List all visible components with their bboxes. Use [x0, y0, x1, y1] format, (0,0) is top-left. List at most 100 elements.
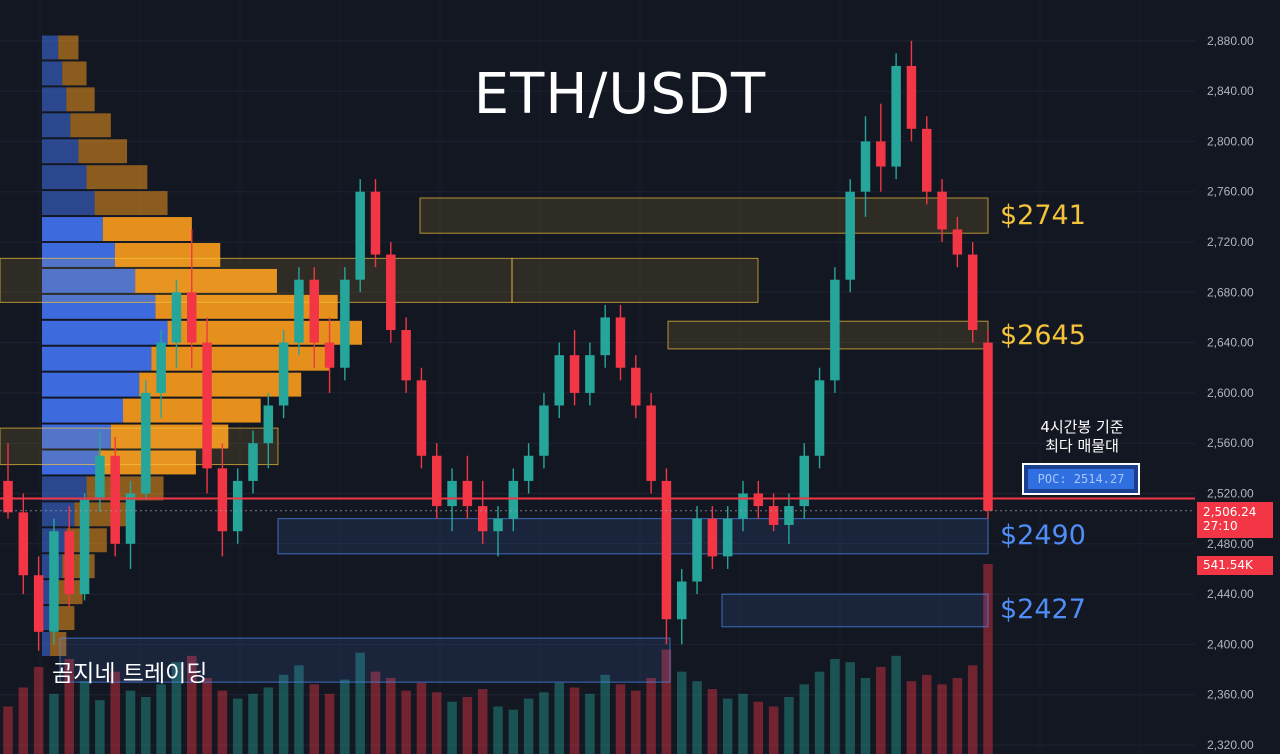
poc-label: POC: 2514.27 — [1028, 469, 1134, 489]
volume-bar — [33, 666, 44, 754]
chart-title: ETH/USDT — [473, 62, 767, 127]
profile-sell-bar — [110, 424, 229, 449]
candle-body — [876, 141, 886, 167]
candle-body — [692, 518, 702, 582]
volume-bar — [3, 706, 13, 754]
candle-body — [600, 317, 610, 356]
volume-bar — [202, 678, 212, 754]
candle-body — [202, 342, 212, 469]
price-axis: 2,320.00 2,360.00 2,400.00 2,440.00 2,480.00… — [1207, 34, 1254, 752]
volume-bar — [232, 698, 243, 754]
volume-bar — [447, 701, 457, 754]
price-lines — [0, 497, 1195, 512]
candle-body — [278, 342, 289, 406]
volume-bar — [539, 692, 549, 754]
volume-bar — [18, 687, 29, 754]
y-tick-label: 2,560.00 — [1207, 436, 1254, 450]
zone-label-2741: $2741 — [1000, 200, 1086, 231]
volume-bar — [692, 681, 702, 754]
candle-body — [263, 405, 274, 444]
zone-box-bottom — [59, 637, 671, 683]
volume-bar — [110, 671, 120, 754]
profile-buy-bar — [42, 450, 99, 475]
candle-body — [615, 317, 626, 368]
volume-bar — [493, 706, 503, 754]
volume-bars — [3, 564, 993, 754]
volume-bar — [401, 690, 411, 754]
candle-body — [814, 380, 825, 456]
zone-box-left-upper — [0, 257, 513, 303]
y-tick-label: 2,320.00 — [1207, 738, 1254, 752]
y-tick-label: 2,640.00 — [1207, 336, 1254, 350]
last-price-value: 2,506.24 — [1203, 505, 1257, 519]
volume-bar — [906, 681, 917, 754]
candle-body — [631, 367, 641, 406]
volume-bar — [523, 698, 534, 754]
candle-body — [845, 191, 855, 280]
volume-bar — [79, 681, 90, 754]
candle-countdown: 27:10 — [1203, 519, 1238, 533]
candle-body — [768, 506, 779, 525]
candle-body — [294, 279, 304, 343]
volume-node-note-line1: 4시간봉 기준 — [1040, 418, 1124, 436]
y-tick-label: 2,880.00 — [1207, 34, 1254, 48]
volume-bar — [141, 697, 151, 754]
volume-bar — [937, 684, 947, 754]
volume-bar — [248, 693, 258, 754]
candle-body — [983, 342, 993, 511]
y-tick-label: 2,600.00 — [1207, 386, 1254, 400]
candle-body — [110, 455, 120, 544]
zone-label-2645: $2645 — [1000, 320, 1086, 351]
volume-bar — [309, 684, 319, 754]
volume-bar — [585, 693, 595, 754]
candle-body — [967, 254, 978, 331]
volume-bar — [294, 665, 304, 754]
volume-bar — [738, 693, 748, 754]
volume-bar — [187, 655, 197, 754]
profile-sell-bar — [123, 398, 261, 423]
candle-body — [248, 443, 258, 481]
brand-watermark: 곰지네 트레이딩 — [52, 661, 208, 687]
candle-body — [738, 493, 748, 519]
profile-sell-bar — [62, 61, 87, 86]
candle-body — [677, 581, 687, 620]
candle-body — [477, 506, 488, 532]
profile-sell-bar — [155, 294, 338, 319]
zone-label-2490: $2490 — [1000, 520, 1086, 551]
volume-bar — [615, 684, 626, 754]
volume-bar — [677, 671, 687, 754]
volume-bar — [600, 674, 610, 754]
profile-buy-bar — [42, 165, 87, 190]
profile-sell-bar — [78, 139, 128, 164]
volume-bar — [983, 564, 993, 754]
profile-sell-bar — [94, 191, 168, 216]
volume-bar — [922, 674, 932, 754]
candle-body — [324, 342, 335, 368]
profile-sell-bar — [139, 372, 302, 397]
y-tick-label: 2,760.00 — [1207, 185, 1254, 199]
last-price-tag: 2,506.24 27:10 — [1197, 502, 1273, 538]
profile-buy-bar — [42, 346, 152, 371]
volume-bar — [156, 684, 166, 754]
y-tick-label: 2,680.00 — [1207, 285, 1254, 299]
volume-bar — [952, 678, 963, 754]
profile-buy-bar — [42, 268, 136, 293]
profile-sell-bar — [66, 87, 95, 112]
candlesticks — [3, 40, 993, 651]
volume-bar — [508, 709, 519, 754]
volume-bar — [278, 674, 289, 754]
volume-bar — [554, 682, 564, 754]
y-tick-label: 2,400.00 — [1207, 637, 1254, 651]
profile-buy-bar — [42, 632, 51, 656]
candle-body — [952, 229, 963, 255]
profile-buy-bar — [42, 320, 168, 345]
zone-box-mid-upper — [511, 257, 759, 303]
volume-bar — [722, 698, 733, 754]
candle-body — [891, 65, 901, 167]
volume-bar — [386, 678, 396, 754]
profile-buy-bar — [42, 191, 95, 216]
candle-body — [156, 342, 166, 393]
profile-sell-bar — [167, 320, 362, 345]
volume-bar — [707, 689, 718, 754]
